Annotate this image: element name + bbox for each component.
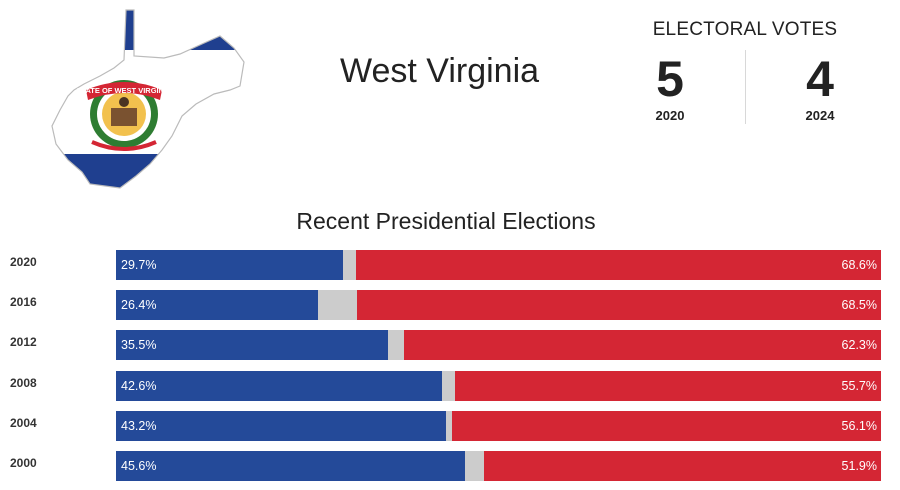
election-bar-row: 35.5% 62.3%	[116, 330, 882, 361]
republican-bar-segment	[451, 410, 882, 441]
democrat-percent-label: 45.6%	[121, 459, 157, 473]
other-bar-segment	[387, 330, 405, 361]
other-bar-segment	[343, 250, 357, 280]
chart-title: Recent Presidential Elections	[296, 208, 596, 234]
year-label: 2000	[10, 456, 37, 470]
state-seal-icon: STATE OF WEST VIRGINIA	[76, 80, 172, 151]
republican-percent-label: 56.1%	[841, 418, 877, 433]
electoral-votes-value: 4	[806, 51, 834, 107]
democrat-bar-segment	[116, 370, 443, 401]
other-bar-segment	[464, 451, 485, 481]
election-bar-row: 43.2% 56.1%	[116, 410, 882, 441]
republican-bar-segment	[356, 250, 882, 280]
democrat-percent-label: 42.6%	[121, 378, 157, 393]
other-bar-segment	[446, 410, 453, 441]
republican-percent-label: 68.5%	[841, 298, 877, 313]
electoral-votes-year: 2024	[805, 108, 835, 123]
election-bar-row: 29.7% 68.6%	[116, 250, 882, 280]
democrat-percent-label: 29.7%	[121, 258, 157, 272]
electoral-votes-value: 5	[656, 51, 684, 107]
democrat-bar-segment	[116, 330, 389, 361]
year-label: 2012	[10, 335, 37, 350]
democrat-bar-segment	[116, 451, 466, 481]
electoral-votes-year: 2020	[655, 108, 685, 123]
republican-bar-segment	[356, 290, 882, 321]
state-name: West Virginia	[340, 52, 540, 90]
democrat-percent-label: 43.2%	[121, 418, 157, 433]
election-bar-row: 45.6% 51.9%	[116, 451, 882, 481]
year-label: 2008	[10, 375, 37, 390]
electoral-votes-2020: 5 2020	[625, 52, 715, 123]
republican-percent-label: 55.7%	[841, 378, 877, 393]
year-label: 2016	[10, 295, 37, 310]
republican-percent-label: 68.6%	[841, 258, 877, 272]
year-label: 2020	[10, 255, 37, 269]
democrat-bar-segment	[116, 290, 319, 321]
other-bar-segment	[441, 370, 456, 401]
electoral-votes-title: ELECTORAL VOTES	[652, 19, 838, 40]
republican-percent-label: 51.9%	[841, 459, 877, 473]
democrat-bar-segment	[116, 250, 344, 280]
svg-text:STATE OF WEST VIRGINIA: STATE OF WEST VIRGINIA	[76, 86, 172, 95]
democrat-percent-label: 35.5%	[121, 338, 157, 353]
democrat-percent-label: 26.4%	[121, 298, 157, 313]
year-label: 2004	[10, 415, 37, 430]
republican-bar-segment	[483, 451, 882, 481]
electoral-votes-divider	[745, 50, 746, 124]
republican-percent-label: 62.3%	[841, 338, 877, 353]
democrat-bar-segment	[116, 410, 447, 441]
republican-bar-segment	[404, 330, 882, 361]
republican-bar-segment	[454, 370, 882, 401]
election-bar-row: 42.6% 55.7%	[116, 370, 882, 401]
election-bar-row: 26.4% 68.5%	[116, 290, 882, 321]
west-virginia-map-icon: STATE OF WEST VIRGINIA	[51, 9, 245, 189]
other-bar-segment	[317, 290, 358, 321]
electoral-votes-2024: 4 2024	[775, 52, 865, 123]
